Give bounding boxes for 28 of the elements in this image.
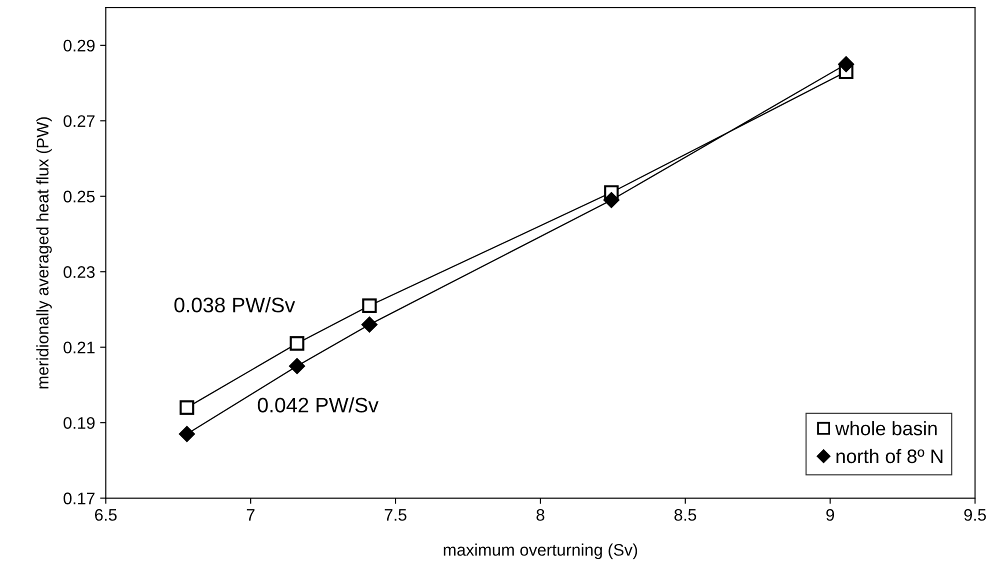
point [838,56,854,72]
x-tick-label: 9 [826,509,834,521]
y-tick-label: 0.21 [64,342,95,354]
y-tick-label: 0.23 [64,266,95,278]
x-tick-label: 7 [246,509,254,521]
y-axis-title: meridionally averaged heat flux (PW) [36,117,52,388]
y-tick-label: 0.27 [64,115,95,127]
point [603,192,620,208]
annotation: 0.038 PW/Sv [174,297,296,312]
point [179,426,195,442]
point [289,358,305,374]
y-tick-label: 0.25 [64,190,95,202]
annotation: 0.042 PW/Sv [258,397,379,412]
legend-label: whole basin [835,421,937,436]
legend-label: north of 8º N [836,448,942,464]
x-tick-label: 6.5 [95,509,117,521]
y-tick-label: 0.29 [64,40,95,52]
y-tick-label: 0.19 [64,417,95,429]
x-tick-label: 8 [536,509,544,521]
y-tick-label: 0.17 [64,492,95,504]
x-tick-label: 8.5 [674,509,696,521]
point [362,316,378,332]
x-tick-label: 7.5 [384,509,406,521]
x-tick-label: 9.5 [964,509,986,521]
point [180,400,194,415]
point [362,298,377,313]
x-axis-title: maximum overturning (Sv) [444,544,638,560]
point [290,336,304,351]
